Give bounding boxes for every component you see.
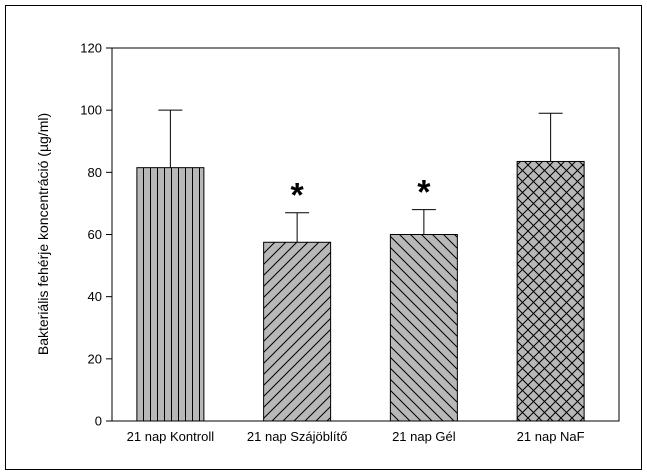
y-tick-label: 20	[88, 351, 102, 366]
x-tick-label: 21 nap Szájöblítő	[247, 429, 347, 444]
bars	[136, 160, 585, 422]
outer-border	[5, 5, 642, 470]
bar-3	[389, 234, 458, 422]
bar-2	[263, 241, 332, 422]
bar-1	[136, 167, 205, 422]
significance-marker-2: *	[291, 177, 305, 215]
x-tick-label: 21 nap Kontroll	[127, 429, 215, 444]
significance-marker-3: *	[417, 174, 431, 212]
y-tick-label: 100	[80, 103, 102, 118]
error-bars	[158, 109, 563, 243]
y-tick-label: 0	[95, 414, 102, 429]
y-tick-label: 80	[88, 165, 102, 180]
x-tick-label: 21 nap NaF	[517, 429, 585, 444]
x-axis-tick-labels: 21 nap Kontroll 21 nap Szájöblítő 21 nap G…	[127, 429, 585, 444]
y-tick-label: 120	[80, 41, 102, 56]
significance-markers: * *	[291, 174, 432, 215]
y-axis-label: Bakteriális fehérje koncentráció (µg/ml)	[35, 113, 51, 355]
y-tick-label: 40	[88, 289, 102, 304]
y-tick-label: 60	[88, 227, 102, 242]
y-axis-ticks: 0 20 40 60 80 100 120	[80, 41, 112, 429]
x-tick-label: 21 nap Gél	[392, 429, 456, 444]
bar-4	[516, 160, 585, 422]
